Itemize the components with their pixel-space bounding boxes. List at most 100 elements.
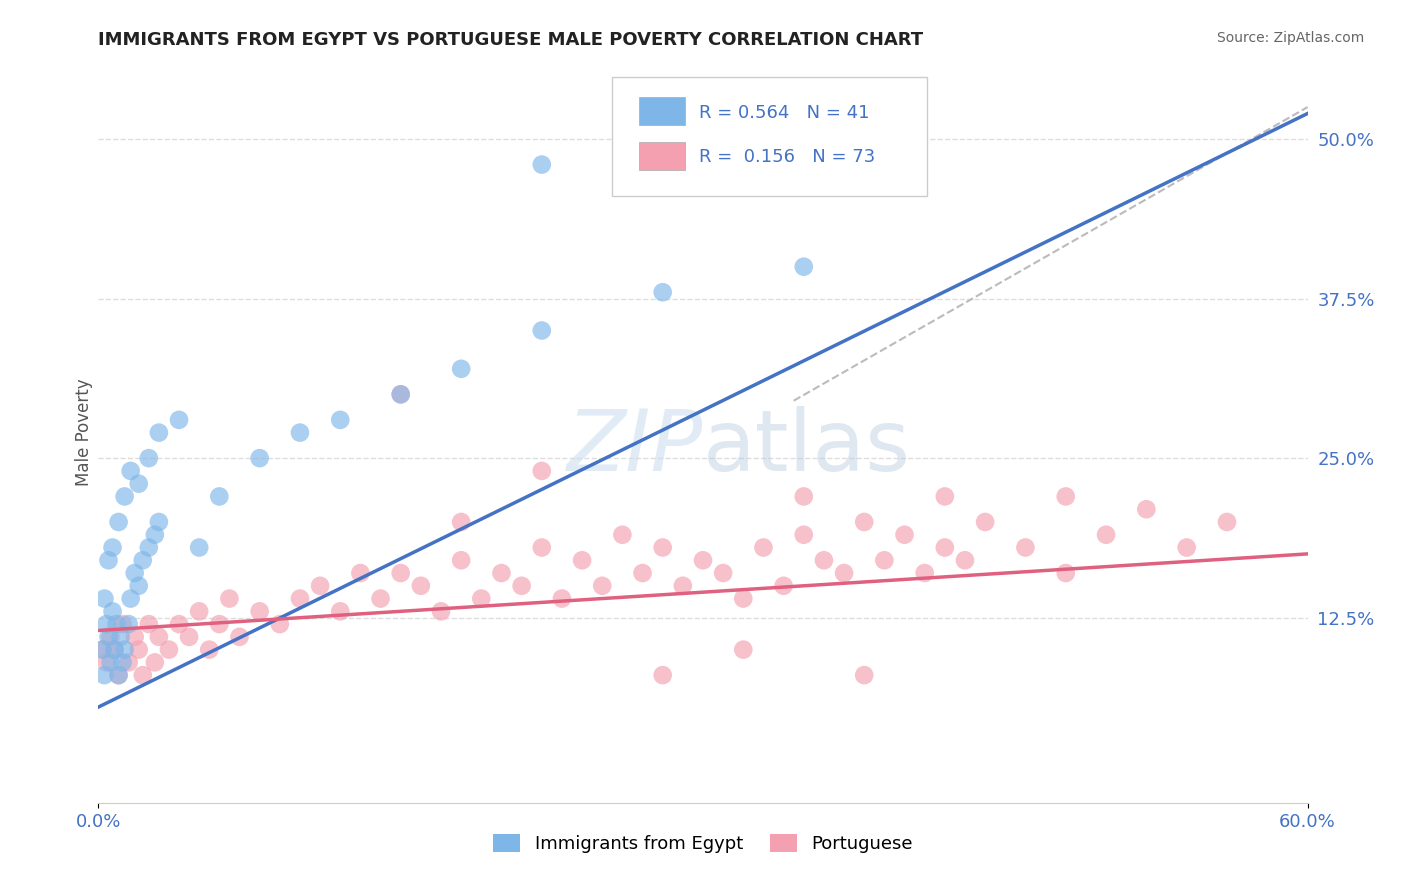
Point (167, 617, 190, 632)
Point (96, 617, 118, 632)
Point (530, 324, 553, 338)
Point (148, 630, 170, 644)
Point (510, 579, 533, 593)
Text: R = 0.564   N = 41: R = 0.564 N = 41 (699, 103, 870, 122)
Point (148, 515, 170, 529)
Point (118, 656, 141, 670)
Point (450, 553, 472, 567)
Point (1054, 566, 1077, 580)
FancyBboxPatch shape (613, 78, 927, 195)
Point (612, 527, 634, 541)
Point (111, 656, 134, 670)
Point (733, 591, 755, 606)
Point (329, 413, 352, 427)
Point (120, 464, 142, 478)
Point (228, 630, 250, 644)
Point (128, 642, 150, 657)
Point (114, 642, 136, 657)
Point (110, 630, 132, 644)
Point (711, 566, 734, 580)
Point (914, 566, 936, 580)
Point (793, 490, 815, 504)
Point (288, 591, 311, 606)
Point (651, 668, 673, 682)
Point (733, 642, 755, 657)
Point (188, 604, 211, 618)
Point (100, 630, 122, 644)
Point (409, 579, 432, 593)
Point (249, 451, 271, 466)
Point (752, 541, 775, 555)
Point (143, 656, 166, 670)
Point (389, 566, 412, 580)
Point (853, 668, 876, 682)
Point (430, 604, 453, 618)
Point (138, 617, 160, 632)
Point (470, 591, 492, 606)
Legend: Immigrants from Egypt, Portuguese: Immigrants from Egypt, Portuguese (486, 827, 920, 861)
Point (120, 591, 142, 606)
Point (124, 566, 146, 580)
Text: atlas: atlas (703, 406, 911, 489)
Point (97, 630, 120, 644)
Point (91, 642, 114, 657)
Point (128, 476, 150, 491)
Point (450, 515, 472, 529)
Point (188, 541, 211, 555)
Point (107, 668, 129, 682)
Point (571, 553, 593, 567)
Point (651, 541, 673, 555)
Point (491, 566, 513, 580)
Point (132, 553, 155, 567)
Point (93, 591, 115, 606)
Point (873, 553, 896, 567)
Point (288, 425, 311, 440)
Point (692, 553, 714, 567)
Point (853, 515, 876, 529)
Point (793, 527, 815, 541)
Point (530, 157, 553, 171)
Bar (638, 142, 685, 169)
Point (793, 260, 815, 274)
Point (349, 566, 371, 580)
Point (530, 541, 553, 555)
Point (91, 642, 114, 657)
Point (551, 591, 574, 606)
Point (309, 579, 332, 593)
Point (249, 604, 271, 618)
Point (148, 425, 170, 440)
Point (1095, 527, 1118, 541)
Point (832, 566, 855, 580)
Point (1054, 490, 1077, 504)
Point (672, 579, 695, 593)
Point (96, 656, 118, 670)
Point (179, 630, 201, 644)
Point (1175, 541, 1198, 555)
Point (167, 413, 190, 427)
Point (370, 591, 392, 606)
Point (118, 617, 141, 632)
Point (157, 642, 180, 657)
Point (530, 464, 553, 478)
Text: IMMIGRANTS FROM EGYPT VS PORTUGUESE MALE POVERTY CORRELATION CHART: IMMIGRANTS FROM EGYPT VS PORTUGUESE MALE… (98, 31, 924, 49)
Point (269, 617, 291, 632)
Point (631, 566, 654, 580)
Point (813, 553, 835, 567)
Bar (638, 97, 685, 126)
Text: R =  0.156   N = 73: R = 0.156 N = 73 (699, 148, 876, 166)
Point (1216, 515, 1239, 529)
Point (1135, 502, 1157, 516)
Point (198, 642, 221, 657)
Point (138, 541, 160, 555)
Point (143, 527, 166, 541)
Point (1014, 541, 1036, 555)
Point (100, 656, 122, 670)
Y-axis label: Male Poverty: Male Poverty (75, 379, 93, 486)
Point (93, 668, 115, 682)
Point (132, 668, 155, 682)
Point (591, 579, 613, 593)
Point (103, 642, 125, 657)
Point (101, 604, 124, 618)
Point (974, 515, 997, 529)
Point (329, 604, 352, 618)
